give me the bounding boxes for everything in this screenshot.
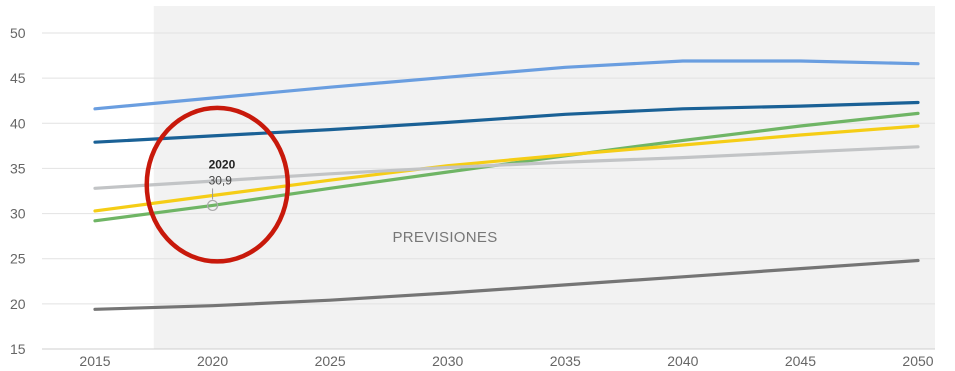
y-tick-label: 40 bbox=[10, 115, 26, 131]
x-tick-label: 2040 bbox=[667, 353, 698, 369]
tooltip-marker[interactable] bbox=[206, 199, 219, 212]
x-tick-label: 2045 bbox=[785, 353, 816, 369]
grid-lines bbox=[42, 32, 935, 350]
tooltip: 2020 30,9 bbox=[206, 157, 236, 212]
y-tick-label: 50 bbox=[10, 25, 26, 41]
series-line[interactable] bbox=[93, 100, 920, 144]
tooltip-value: 30,9 bbox=[209, 173, 233, 187]
y-axis: 15 20 25 30 35 40 45 50 bbox=[10, 25, 26, 357]
x-tick-label: 2025 bbox=[315, 353, 346, 369]
x-tick-label: 2015 bbox=[79, 353, 110, 369]
y-tick-label: 45 bbox=[10, 70, 26, 86]
y-tick-label: 35 bbox=[10, 160, 26, 176]
series-line[interactable] bbox=[93, 59, 920, 111]
series-line[interactable] bbox=[93, 124, 920, 213]
series-line[interactable] bbox=[93, 145, 920, 190]
highlight-ellipse bbox=[144, 105, 291, 264]
annotation bbox=[144, 105, 291, 264]
x-tick-label: 2020 bbox=[197, 353, 228, 369]
x-tick-label: 2050 bbox=[902, 353, 933, 369]
x-tick-label: 2030 bbox=[432, 353, 463, 369]
x-axis: 2015 2020 2025 2030 2035 2040 2045 2050 bbox=[79, 353, 933, 369]
y-tick-label: 20 bbox=[10, 296, 26, 312]
tooltip-year: 2020 bbox=[209, 157, 236, 171]
series-line[interactable] bbox=[93, 258, 920, 311]
y-tick-label: 30 bbox=[10, 206, 26, 222]
forecast-region-label: PREVISIONES bbox=[393, 229, 498, 246]
x-tick-label: 2035 bbox=[550, 353, 581, 369]
series-lines bbox=[93, 59, 920, 311]
y-tick-label: 15 bbox=[10, 341, 26, 357]
y-tick-label: 25 bbox=[10, 251, 26, 267]
